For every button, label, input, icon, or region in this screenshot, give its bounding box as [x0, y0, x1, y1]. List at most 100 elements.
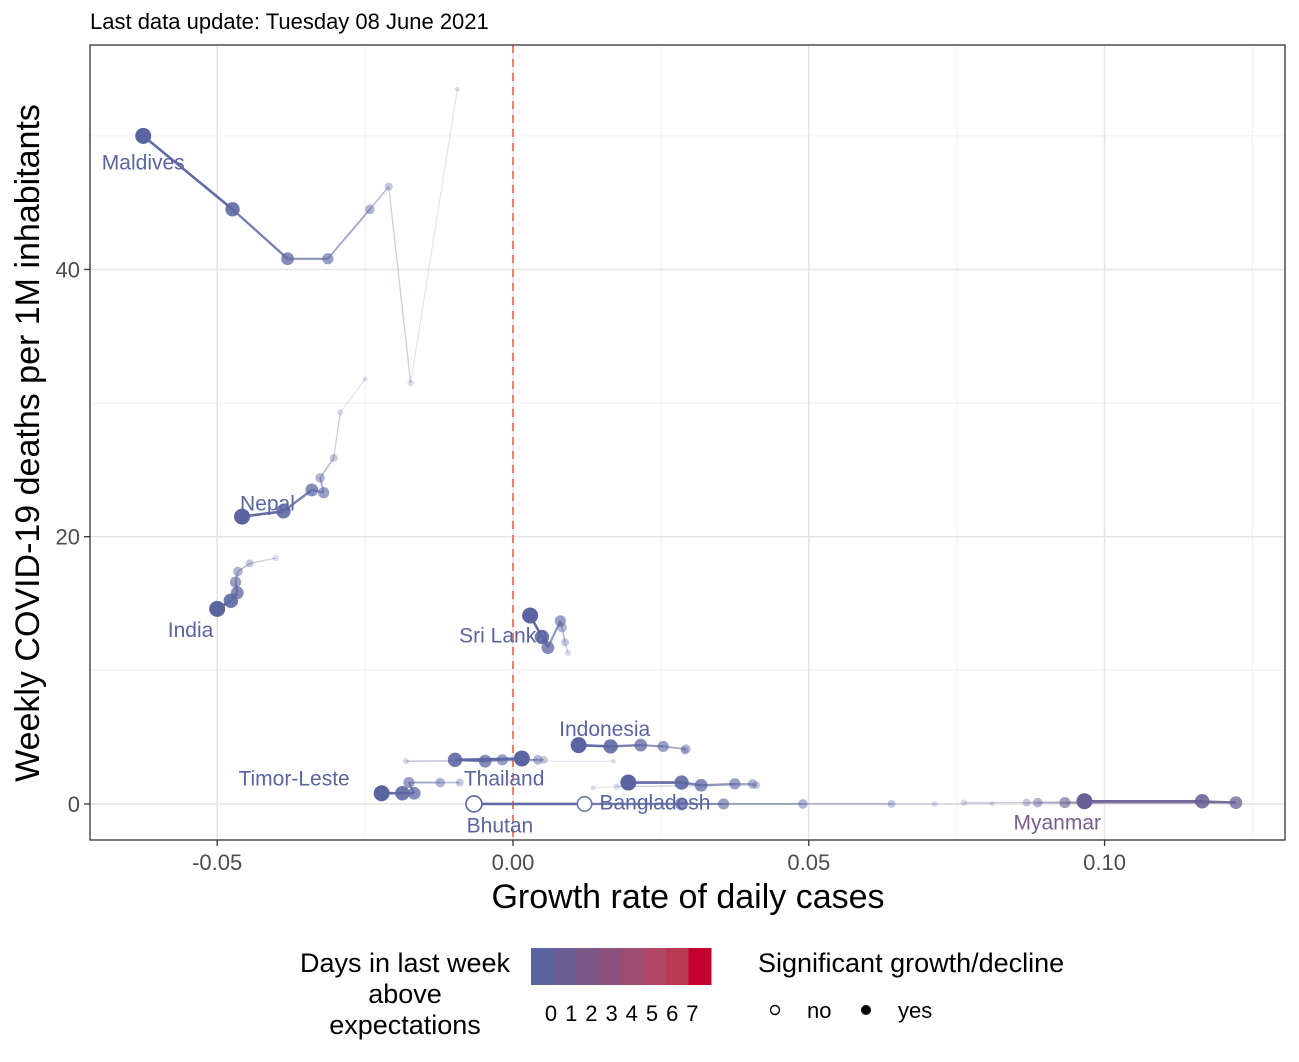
plot-border [89, 44, 1286, 841]
data-point [315, 473, 325, 483]
data-point [362, 376, 368, 382]
series-label: Nepal [240, 492, 295, 515]
legend-significance-title: Significant growth/decline [758, 948, 1065, 978]
legend-level-label: 2 [585, 1001, 597, 1026]
x-axis-label: Growth rate of daily cases [491, 878, 884, 916]
data-point [887, 799, 896, 808]
series-line-segment [333, 412, 341, 458]
data-point [337, 409, 344, 416]
series-label: India [168, 619, 214, 642]
series-line-segment [249, 557, 276, 565]
y-axis-ticks: 0 20 40 [56, 257, 90, 817]
legend-days-title: Days in last week above expectations [299, 948, 511, 1040]
data-point [281, 252, 294, 266]
data-point [522, 607, 539, 624]
data-point [403, 776, 415, 789]
series-labels: Maldives Nepal India Sri Lanka Indonesia Thai… [102, 152, 1101, 838]
data-point [590, 785, 596, 791]
data-point [272, 554, 279, 562]
legend-color-swatch [531, 948, 554, 985]
legend-level-label: 6 [666, 1001, 678, 1026]
data-point [329, 453, 338, 462]
series-line-segment [369, 186, 390, 210]
series-label: Sri Lanka [459, 625, 548, 648]
series-line-segment [752, 783, 757, 786]
data-point [576, 795, 593, 812]
series-points [135, 86, 1243, 813]
legend-filled-circle-symbol [861, 1005, 871, 1015]
x-tick-label: 0.05 [787, 850, 830, 875]
data-point [1076, 793, 1093, 810]
data-point [634, 738, 648, 752]
data-point [675, 797, 688, 811]
legend-significance-label: no [807, 998, 831, 1023]
x-tick-label: 0.00 [492, 850, 535, 875]
series-label: Bangladesh [599, 792, 710, 815]
series-label: Maldives [102, 152, 185, 175]
series-line-segment [327, 208, 371, 260]
data-point [365, 204, 375, 215]
data-point [620, 774, 637, 791]
grid-minor [90, 45, 1285, 840]
data-point [233, 566, 243, 577]
data-point [1194, 794, 1210, 809]
data-point [229, 576, 242, 588]
data-point [611, 758, 617, 764]
series-line-segment [561, 627, 566, 643]
data-point [539, 755, 548, 764]
data-point [245, 559, 254, 568]
data-point [454, 86, 460, 92]
data-point [447, 752, 463, 768]
data-point [752, 781, 761, 790]
series-line-segment [339, 378, 366, 413]
data-point [674, 775, 689, 790]
legend-open-circle-symbol [769, 1004, 781, 1016]
legend-color-swatch [688, 948, 712, 985]
legend-color-swatch [598, 948, 622, 985]
series-line-segment [388, 186, 412, 384]
legend-color-swatch [576, 948, 599, 985]
data-point [223, 593, 238, 609]
data-point [657, 740, 669, 753]
data-point [561, 638, 570, 647]
data-point [1229, 796, 1243, 809]
data-point [373, 785, 390, 802]
data-point [613, 783, 620, 790]
data-point [694, 778, 708, 792]
series-label: Thailand [464, 768, 545, 791]
data-point [680, 744, 691, 754]
data-point [534, 629, 550, 645]
data-point [513, 750, 530, 767]
data-point [234, 508, 251, 525]
data-point [318, 487, 330, 499]
x-axis-ticks: -0.05 0.00 0.05 0.10 [192, 840, 1126, 875]
data-point [1059, 796, 1071, 809]
series-line-segment [319, 457, 335, 479]
data-point [1022, 798, 1031, 807]
data-point [533, 755, 543, 765]
legend-level-label: 7 [686, 1001, 698, 1026]
legend-level-label: 3 [605, 1001, 617, 1026]
data-point [989, 801, 995, 807]
series-line-segment [564, 642, 569, 654]
series-label: Timor-Leste [238, 768, 349, 791]
data-point [407, 786, 421, 800]
y-tick-label: 0 [68, 792, 80, 817]
series-line-segment [237, 562, 251, 573]
data-point [407, 379, 414, 387]
data-point [747, 779, 758, 789]
data-point [384, 182, 393, 191]
legend-significance-label: yes [898, 998, 932, 1023]
series-line-segment [410, 88, 458, 384]
legend-level-label: 0 [545, 1001, 557, 1026]
chart-subtitle: Last data update: Tuesday 08 June 2021 [90, 9, 489, 34]
legend-color-swatch [666, 948, 689, 985]
data-point [798, 799, 808, 809]
data-point [478, 754, 492, 768]
data-point [455, 778, 464, 787]
data-point [322, 253, 334, 265]
data-point [209, 600, 226, 617]
series-line-segment [592, 785, 617, 789]
legend-color-swatch [621, 948, 644, 985]
